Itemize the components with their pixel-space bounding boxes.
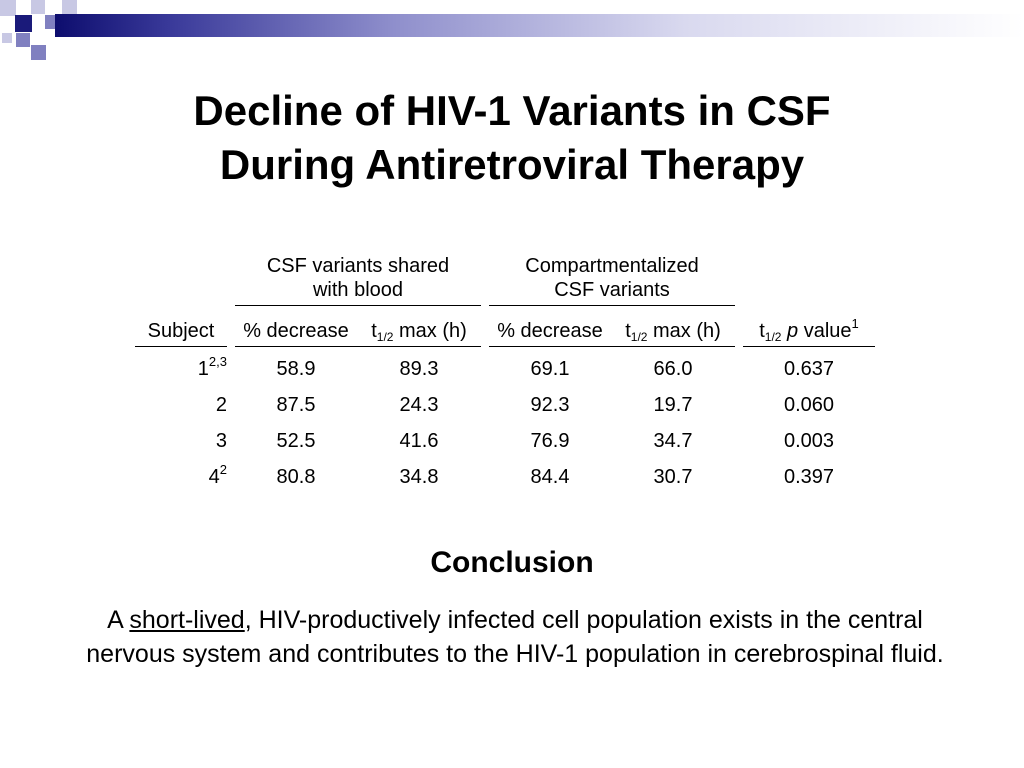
comp-pct-cell: 69.1	[530, 357, 570, 380]
col-header-comp-t: t1/2 max (h)	[611, 305, 735, 347]
comp-t-cell: 19.7	[653, 393, 693, 416]
p-label: p	[787, 319, 799, 342]
deco-square	[31, 45, 46, 60]
shared-pct-cell: 52.5	[276, 429, 316, 452]
footnote-marker: 1	[851, 315, 859, 331]
deco-square	[16, 33, 30, 47]
t-subscript: 1/2	[630, 330, 648, 344]
table-row: 42 80.8 34.8 84.4 30.7 0.397	[135, 459, 875, 495]
deco-square	[31, 0, 45, 14]
group-header-compartmentalized: Compartmentalized CSF variants	[489, 254, 735, 306]
shared-t-cell: 34.8	[399, 465, 439, 488]
subject-number: 1	[197, 357, 209, 380]
table-row: 2 87.5 24.3 92.3 19.7 0.060	[135, 387, 875, 423]
shared-pct-cell: 87.5	[276, 393, 316, 416]
col-header-p-value: t1/2 p value1	[743, 305, 875, 347]
conclusion-paragraph: A short-lived, HIV-productively infected…	[80, 603, 950, 671]
shared-t-cell: 24.3	[399, 393, 439, 416]
shared-pct-cell: 58.9	[276, 357, 316, 380]
subject-cell: 12,3	[135, 347, 227, 388]
header-gradient-bar	[55, 14, 1024, 37]
slide-title: Decline of HIV-1 Variants in CSF During …	[0, 84, 1024, 192]
deco-square	[62, 0, 77, 14]
comp-t-cell: 34.7	[653, 429, 693, 452]
shared-pct-cell: 80.8	[276, 465, 316, 488]
comp-pct-cell: 84.4	[530, 465, 570, 488]
deco-square	[0, 0, 16, 16]
t-subscript: 1/2	[376, 330, 394, 344]
subject-cell: 3	[135, 423, 227, 459]
column-header-row: Subject % decrease t1/2 max (h) % decrea…	[135, 305, 875, 347]
group-header-shared-line2: with blood	[312, 279, 404, 301]
comp-t-cell: 66.0	[653, 357, 693, 380]
group-header-comp-line1: Compartmentalized	[525, 255, 699, 277]
subject-number: 2	[215, 393, 227, 416]
value-label: value	[798, 319, 852, 342]
col-header-subject: Subject	[135, 305, 227, 347]
col-header-shared-t: t1/2 max (h)	[357, 305, 481, 347]
conclusion-underlined-term: short-lived	[129, 606, 245, 634]
col-header-comp-pct: % decrease	[489, 305, 611, 347]
group-header-shared: CSF variants shared with blood	[235, 254, 481, 306]
max-label: max (h)	[393, 320, 467, 342]
table-row: 12,3 58.9 89.3 69.1 66.0 0.637	[135, 347, 875, 388]
col-header-shared-pct: % decrease	[235, 305, 357, 347]
footnote-marker: 2	[219, 461, 227, 477]
subject-cell: 42	[135, 459, 227, 495]
group-header-row: CSF variants shared with blood Compartme…	[135, 254, 875, 306]
subject-number: 4	[208, 465, 220, 488]
group-header-comp-line2: CSF variants	[554, 279, 670, 301]
group-header-shared-line1: CSF variants shared	[266, 255, 450, 277]
comp-pct-cell: 76.9	[530, 429, 570, 452]
conclusion-prefix: A	[107, 606, 130, 634]
max-label: max (h)	[647, 320, 721, 342]
p-value-cell: 0.397	[783, 465, 835, 488]
comp-pct-cell: 92.3	[530, 393, 570, 416]
subject-cell: 2	[135, 387, 227, 423]
t-label: t	[371, 320, 377, 342]
shared-t-cell: 41.6	[399, 429, 439, 452]
conclusion-body: , HIV-productively infected cell populat…	[86, 606, 944, 668]
t-label: t	[625, 320, 631, 342]
t-label: t	[759, 319, 765, 342]
footnote-marker: 2,3	[208, 353, 227, 369]
t-subscript: 1/2	[764, 329, 782, 344]
deco-square	[15, 15, 32, 32]
comp-t-cell: 30.7	[653, 465, 693, 488]
p-value-cell: 0.637	[783, 357, 835, 380]
table-row: 3 52.5 41.6 76.9 34.7 0.003	[135, 423, 875, 459]
deco-square	[2, 33, 12, 43]
conclusion-heading: Conclusion	[430, 546, 594, 579]
title-line-1: Decline of HIV-1 Variants in CSF	[193, 87, 831, 134]
subject-number: 3	[215, 429, 227, 452]
p-value-cell: 0.060	[783, 393, 835, 416]
p-value-cell: 0.003	[783, 429, 835, 452]
shared-t-cell: 89.3	[399, 357, 439, 380]
title-line-2: During Antiretroviral Therapy	[219, 141, 805, 188]
hiv-variants-table: CSF variants shared with blood Compartme…	[135, 254, 875, 495]
